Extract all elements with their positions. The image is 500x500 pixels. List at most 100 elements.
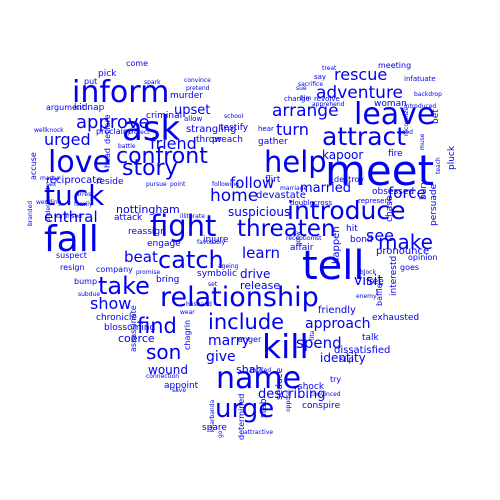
word-baffle: exhausted [372, 313, 420, 323]
word-approve: approve [76, 112, 150, 133]
word-martyr: good [398, 129, 413, 136]
word-bury: declare [103, 114, 112, 144]
word-proclaim: kidnap [74, 103, 105, 113]
word-favorably: surprised [54, 213, 82, 220]
word-connection: point [170, 181, 186, 188]
word-family: wellknock [34, 127, 64, 134]
word-suspicious: describing [258, 387, 326, 402]
word-kapoor: give [206, 349, 236, 365]
word-bump: pick [98, 69, 117, 79]
word-wear: illiterate [180, 213, 205, 220]
word-allow: destroy [334, 175, 365, 184]
word-see: see [366, 226, 395, 245]
word-reassign: reside [96, 177, 124, 187]
word-suspect: proclaim [96, 127, 131, 136]
word-reciprocate: shah [236, 363, 263, 376]
word-subdue: family [74, 201, 93, 208]
word-teach: thrilled [250, 367, 272, 374]
word-convince: enemy [356, 293, 377, 300]
word-argument: murder [170, 91, 203, 101]
word-good: convince [184, 77, 211, 84]
word-find: find [137, 314, 177, 338]
word-pick: throw [196, 135, 222, 145]
word-take: take [98, 272, 150, 300]
word-battle: school [224, 113, 244, 120]
word-pluck: come [126, 59, 149, 68]
word-husband: pursue [146, 181, 167, 188]
word-marry: marry [208, 333, 250, 349]
word-give: spend [296, 334, 342, 352]
word-head: try [330, 375, 342, 384]
word-coerce: identity [320, 351, 366, 365]
word-company: argument [46, 103, 86, 112]
word-enthral: enthral [44, 208, 98, 226]
word-introduce: introduce [287, 196, 406, 225]
word-rescue: rescue [334, 65, 388, 84]
word-attractive: connection [146, 373, 180, 380]
word-bring: engage [147, 239, 181, 249]
word-dissatisfied: release [240, 279, 281, 292]
word-treat: infatuate [404, 75, 436, 83]
word-learn: learn [242, 244, 280, 262]
word-backdrop: accuse [29, 152, 38, 180]
word-anger: persuade [429, 183, 439, 226]
word-spare: appoint [164, 381, 199, 391]
word-relationship: relationship [160, 282, 319, 313]
word-follow: follow [230, 174, 275, 192]
word-infatuate: anger [238, 335, 262, 344]
word-shah: suspicious [228, 205, 291, 219]
word-strangling: nottingham [116, 203, 180, 216]
word-tuck: tuck [44, 179, 105, 212]
word-block: protect [128, 129, 150, 136]
word-visit: upset [174, 103, 211, 118]
word-exhausted: goes [400, 263, 420, 272]
word-stab: conspire [302, 401, 341, 411]
word-release: drive [240, 267, 271, 281]
word-arrange: arrange [272, 101, 339, 121]
word-hear: bump [74, 277, 98, 286]
word-engage: friendly [318, 305, 356, 316]
word-tell: tell [302, 243, 365, 289]
word-sex: sacrifice [298, 81, 324, 88]
word-opinion: change [284, 95, 310, 103]
word-put: testify [220, 123, 249, 133]
word-fire: injure [203, 235, 229, 245]
word-affair: spare [202, 423, 227, 433]
word-persuade: meeting [378, 61, 412, 70]
word-chase: hear [258, 125, 274, 133]
word-appoint: hit [346, 224, 358, 234]
word-love: love [48, 145, 111, 180]
word-branded: wedding [36, 199, 62, 206]
word-revolve: company [96, 265, 133, 274]
word-ask: ask [122, 109, 181, 149]
word-recognize: treat [322, 65, 337, 72]
word-mona: teach [435, 157, 442, 174]
word-story: story [122, 156, 178, 181]
word-lita: go [217, 430, 224, 438]
word-free: happen [331, 226, 342, 264]
word-pursue: favorably [197, 239, 226, 246]
word-say: assassinate [129, 305, 138, 352]
word-throw: bond [350, 235, 373, 245]
word-kill: kill [262, 327, 309, 366]
word-set: subdue [78, 291, 101, 298]
word-blossoming: gather [258, 137, 288, 147]
word-symbolic: attack [114, 213, 143, 223]
word-married: kapoor [322, 148, 364, 162]
word-assassinate: pluck [447, 145, 457, 170]
word-adventure: adventure [316, 83, 404, 103]
word-spark: marriage [280, 185, 308, 192]
word-wedding: muse [419, 133, 426, 150]
word-kharbanda: wear [180, 309, 195, 316]
word-arrest: sex [46, 181, 57, 188]
word-promise: arrest [76, 191, 94, 198]
word-friendly: dissatisfied [334, 345, 391, 356]
word-make: make [378, 230, 433, 254]
word-preach: bring [156, 275, 180, 285]
word-sacrifice: spark [144, 79, 161, 86]
word-fall: fall [44, 219, 99, 260]
word-turn: turn [276, 120, 309, 139]
word-bond: stab [259, 398, 269, 418]
word-reside: devastate [256, 190, 306, 201]
word-urge: urge [215, 394, 275, 424]
